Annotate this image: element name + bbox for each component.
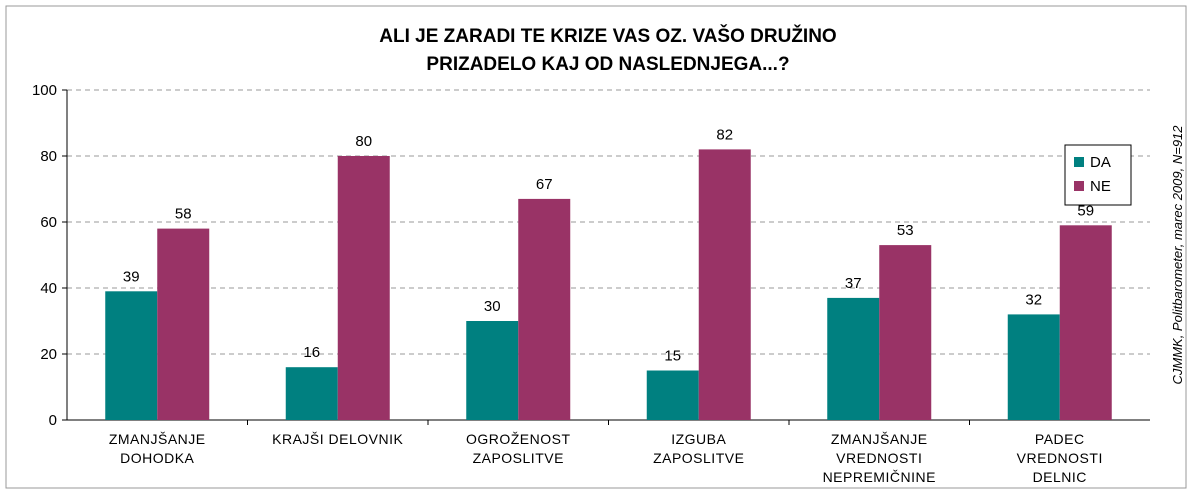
bar	[827, 297, 880, 420]
value-label: 39	[123, 268, 140, 285]
value-label: 37	[845, 275, 862, 292]
bar	[698, 149, 751, 420]
x-tick-label: ZAPOSLITVE	[473, 450, 564, 466]
x-tick-label: KRAJŠI DELOVNIK	[272, 431, 403, 447]
y-tick-label: 80	[40, 148, 57, 165]
legend-swatch	[1074, 157, 1084, 167]
y-tick-label: 100	[32, 82, 57, 99]
value-label: 59	[1077, 202, 1094, 219]
y-tick-label: 20	[40, 346, 57, 363]
x-tick-label: IZGUBA	[671, 431, 726, 447]
value-label: 53	[897, 222, 914, 239]
chart-title: ALI JE ZARADI TE KRIZE VAS OZ. VAŠO DRUŽ…	[379, 25, 836, 47]
x-tick-label: VREDNOSTI	[1017, 450, 1103, 466]
legend-label: DA	[1090, 154, 1111, 171]
bar	[646, 370, 699, 420]
legend-swatch	[1074, 181, 1084, 191]
x-tick-label: DELNIC	[1033, 469, 1087, 485]
x-tick-label: VREDNOSTI	[836, 450, 922, 466]
x-tick-label: OGROŽENOST	[466, 431, 571, 447]
y-tick-label: 60	[40, 214, 57, 231]
value-label: 58	[175, 206, 192, 223]
x-tick-label: DOHODKA	[120, 450, 194, 466]
bar	[105, 291, 158, 420]
value-label: 30	[484, 298, 501, 315]
source-note: CJMMK, Politbarometer, marec 2009, N=912	[1170, 125, 1185, 385]
y-tick-label: 0	[49, 412, 57, 429]
bar	[879, 245, 932, 420]
y-tick-label: 40	[40, 280, 57, 297]
bar	[466, 321, 519, 420]
x-tick-label: ZMANJŠANJE	[831, 431, 928, 447]
value-label: 67	[536, 176, 553, 193]
x-tick-label: ZAPOSLITVE	[653, 450, 744, 466]
x-tick-label: NEPREMIČNINE	[823, 469, 936, 485]
bar	[157, 228, 210, 420]
value-label: 15	[664, 348, 681, 365]
x-tick-label: ZMANJŠANJE	[109, 431, 206, 447]
value-label: 80	[355, 133, 372, 150]
value-label: 82	[716, 126, 733, 143]
bar	[1059, 225, 1112, 420]
bar	[518, 198, 571, 420]
bar	[1007, 314, 1060, 420]
bar	[337, 156, 390, 420]
chart-title: PRIZADELO KAJ OD NASLEDNJEGA...?	[426, 54, 789, 75]
value-label: 16	[303, 344, 320, 361]
legend-box	[1064, 144, 1132, 206]
x-tick-label: PADEC	[1035, 431, 1085, 447]
legend-label: NE	[1090, 178, 1111, 195]
value-label: 32	[1025, 291, 1042, 308]
bar	[285, 367, 338, 420]
